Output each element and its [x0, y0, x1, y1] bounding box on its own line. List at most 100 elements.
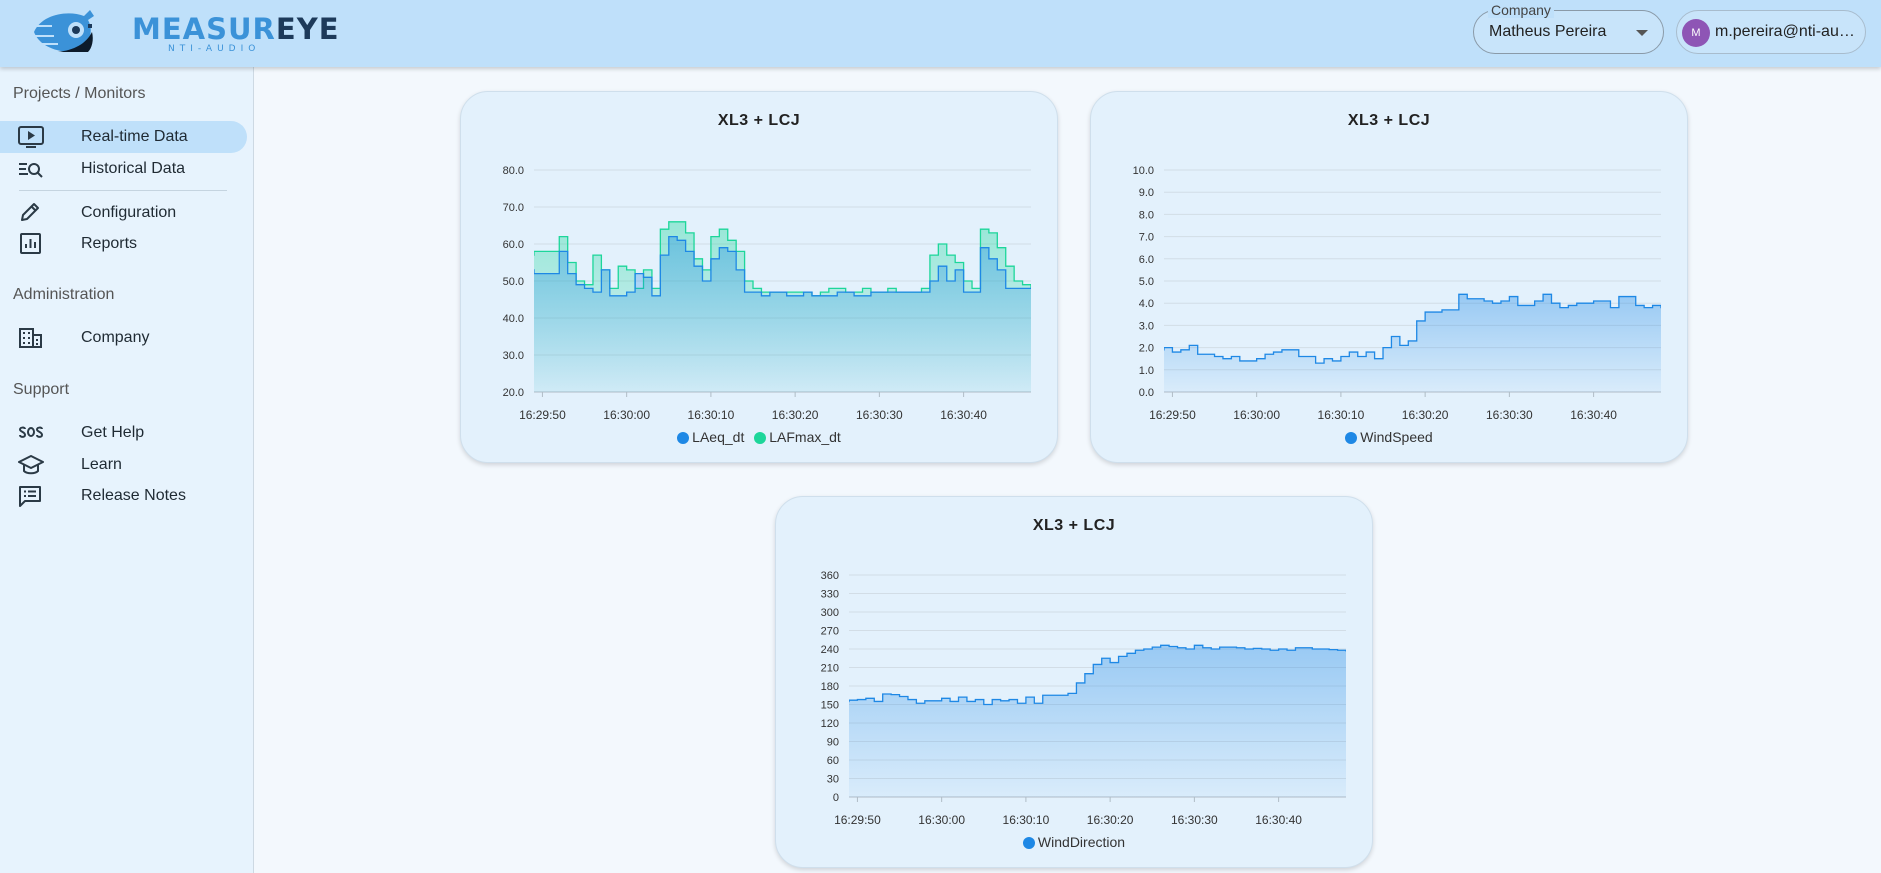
y-tick-label: 120: [821, 718, 839, 730]
y-tick-label: 0: [833, 792, 839, 804]
user-menu-button[interactable]: M m.pereira@nti-audio.com: [1676, 10, 1866, 54]
y-tick-label: 20.0: [503, 387, 524, 399]
x-tick-label: 16:30:10: [688, 408, 735, 422]
chevron-down-icon: [1636, 30, 1648, 36]
y-tick-label: 210: [821, 663, 839, 675]
company-select[interactable]: Company Matheus Pereira: [1473, 2, 1664, 54]
sidebar-item-label: Company: [81, 329, 150, 346]
series-area-WindSpeed: [1164, 294, 1661, 392]
bar-chart-icon: [20, 233, 41, 254]
measureye-logo[interactable]: MEASUREYE NTI-AUDIO: [28, 6, 339, 56]
pencil-icon: [21, 203, 39, 221]
sidebar-item-real-time-data[interactable]: Real-time Data: [0, 121, 247, 153]
x-tick-label: 16:30:40: [940, 408, 987, 422]
series-line-LAeq_dt: [534, 235, 1031, 297]
sound-level-chart[interactable]: 20.0 30.0 40.0 50.0 60.0 70.0 80.0 16:29:50 16:3…: [461, 92, 1059, 464]
x-tick-label: 16:30:20: [772, 408, 819, 422]
y-tick-label: 240: [821, 644, 839, 656]
sidebar-item-configuration[interactable]: Configuration: [0, 197, 247, 229]
legend-item-winddirection[interactable]: WindDirection: [1022, 834, 1126, 850]
sidebar-item-release-notes[interactable]: Release Notes: [0, 480, 247, 512]
y-tick-label: 5.0: [1139, 276, 1154, 288]
graduation-cap-icon: [18, 455, 44, 475]
section-title-support: Support: [13, 381, 70, 398]
chart-legend: LAeq_dt LAFmax_dt: [461, 429, 1057, 445]
y-tick-label: 60: [827, 755, 839, 767]
series-line-WindSpeed: [1164, 293, 1661, 364]
sidebar-item-learn[interactable]: Learn: [0, 449, 247, 481]
y-tick-label: 6.0: [1139, 254, 1154, 266]
legend-label: LAeq_dt: [692, 429, 745, 445]
legend-label: LAFmax_dt: [769, 429, 841, 445]
logo-wordmark: MEASUREYE: [132, 15, 340, 44]
sidebar-item-label: Historical Data: [81, 160, 186, 177]
y-tick-label: 50.0: [503, 276, 524, 288]
legend-item-windspeed[interactable]: WindSpeed: [1345, 429, 1433, 445]
legend-dot-icon: [1022, 837, 1035, 849]
legend-label: WindSpeed: [1360, 429, 1433, 445]
sidebar-item-label: Reports: [81, 235, 138, 252]
logo-word-accent: EYE: [275, 12, 340, 46]
y-tick-label: 90: [827, 737, 839, 749]
x-tick-label: 16:30:00: [1233, 408, 1280, 422]
wind-direction-chart[interactable]: 0 30 60 90 120 150 180 210 240 270 300 330 360 16:29:…: [776, 497, 1374, 869]
y-tick-label: 30.0: [503, 350, 524, 362]
section-title-administration: Administration: [13, 286, 115, 303]
legend-label: WindDirection: [1037, 834, 1126, 850]
sidebar-item-label: Real-time Data: [81, 128, 188, 145]
y-tick-label: 300: [821, 607, 839, 619]
legend-item-lafmax[interactable]: LAFmax_dt: [754, 429, 841, 445]
series-area-WindDirection: [849, 645, 1346, 797]
chart-legend: WindDirection: [776, 834, 1372, 850]
y-tick-label: 270: [821, 626, 839, 638]
legend-dot-icon: [754, 432, 767, 444]
legend-dot-icon: [677, 432, 690, 444]
legend-dot-icon: [1345, 432, 1358, 444]
wind-speed-chart[interactable]: 0.0 1.0 2.0 3.0 4.0 5.0 6.0 7.0 8.0 9.0 10.0 16:29:…: [1091, 92, 1689, 464]
avatar: M: [1682, 19, 1710, 47]
play-screen-icon: [18, 126, 44, 148]
sidebar-item-label: Learn: [81, 456, 122, 473]
y-tick-label: 9.0: [1139, 187, 1154, 199]
y-tick-label: 2.0: [1139, 343, 1154, 355]
chart-title: XL3 + LCJ: [1347, 112, 1431, 129]
x-tick-label: 16:30:30: [856, 408, 903, 422]
y-tick-label: 70.0: [503, 202, 524, 214]
chart-card-wind-direction: XL3 + LCJ 0 30 60 90 120 150 180 210 240 270 300 33…: [775, 496, 1373, 868]
sidebar-item-label: Release Notes: [81, 487, 186, 504]
list-search-icon: [19, 163, 43, 178]
x-tick-label: 16:30:40: [1570, 408, 1617, 422]
sidebar-item-reports[interactable]: Reports: [0, 228, 247, 260]
chart-title: XL3 + LCJ: [717, 112, 801, 129]
x-tick-label: 16:30:10: [1003, 813, 1050, 827]
x-tick-label: 16:30:00: [918, 813, 965, 827]
sidebar-item-historical-data[interactable]: Historical Data: [0, 153, 247, 185]
chart-title: XL3 + LCJ: [1032, 517, 1116, 534]
y-tick-label: 80.0: [503, 165, 524, 177]
sidebar: Projects / Monitors Real-time Data Histo…: [0, 67, 254, 873]
x-tick-label: 16:29:50: [1149, 408, 1196, 422]
legend-item-laeq[interactable]: LAeq_dt: [677, 429, 744, 445]
y-tick-label: 4.0: [1139, 298, 1154, 310]
logo-subtitle: NTI-AUDIO: [168, 44, 261, 54]
app-header: MEASUREYE NTI-AUDIO Company Matheus Pere…: [0, 0, 1881, 67]
y-tick-label: 150: [821, 700, 839, 712]
x-tick-label: 16:30:20: [1402, 408, 1449, 422]
chart-legend: WindSpeed: [1091, 429, 1687, 445]
sidebar-item-company[interactable]: Company: [0, 322, 247, 354]
y-tick-label: 8.0: [1139, 209, 1154, 221]
chart-card-wind-speed: XL3 + LCJ 0.0 1.0 2.0 3.0 4.0 5.0 6.0 7.0 8.0 9.0…: [1090, 91, 1688, 463]
y-tick-label: 10.0: [1133, 165, 1154, 177]
y-tick-label: 3.0: [1139, 320, 1154, 332]
x-tick-label: 16:30:40: [1255, 813, 1302, 827]
release-notes-icon: [19, 486, 41, 507]
sidebar-item-get-help[interactable]: Get Help: [0, 417, 247, 449]
chart-card-sound-level: XL3 + LCJ 20.0 30.0 40.0 50.0 60.0 70.0 80.0 16…: [460, 91, 1058, 463]
x-tick-label: 16:30:30: [1486, 408, 1533, 422]
y-tick-label: 1.0: [1139, 365, 1154, 377]
section-title-projects: Projects / Monitors: [13, 85, 146, 102]
y-tick-label: 0.0: [1139, 387, 1154, 399]
series-area-LAeq_dt: [534, 236, 1031, 392]
y-tick-label: 30: [827, 774, 839, 786]
x-tick-label: 16:30:30: [1171, 813, 1218, 827]
